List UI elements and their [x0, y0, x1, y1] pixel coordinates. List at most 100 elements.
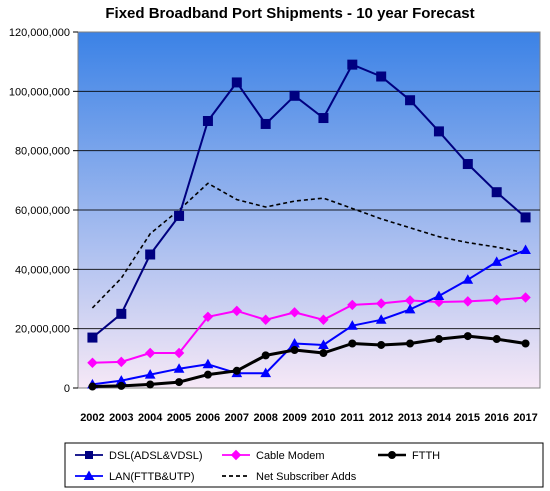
data-point-ftth: [406, 339, 415, 348]
data-point-cable-modem: [116, 356, 127, 368]
data-point-ftth: [261, 351, 270, 360]
data-point-dsl-adsl-vdsl: [202, 116, 213, 126]
series-line-dsl-adsl-vdsl: [91, 63, 527, 339]
x-tick-label: 2002: [80, 412, 104, 424]
data-point-ftth: [175, 378, 184, 387]
x-tick-label: 2004: [138, 412, 163, 424]
data-point-dsl-adsl-vdsl: [376, 71, 387, 82]
data-point-ftth: [146, 380, 155, 389]
data-point-ftth: [232, 366, 241, 375]
data-point-lan-fttb-utp: [491, 256, 503, 266]
data-point-cable-modem: [231, 305, 243, 317]
x-tick-label: 2009: [282, 412, 306, 424]
series-net-subscriber-adds: [91, 182, 526, 309]
data-point-dsl-adsl-vdsl: [491, 187, 502, 198]
y-axis: 0 20,000,000 40,000,000 60,000,000 80,000,00…: [9, 27, 78, 395]
legend-label: DSL(ADSL&VDSL): [109, 450, 203, 462]
data-point-dsl-adsl-vdsl: [174, 210, 185, 221]
data-point-cable-modem: [144, 347, 156, 359]
x-tick-label: 2017: [513, 412, 537, 424]
data-point-ftth: [521, 339, 530, 348]
x-tick-label: 2010: [311, 412, 335, 424]
legend-box: [64, 442, 544, 488]
x-tick-label: 2008: [253, 412, 277, 424]
data-point-lan-fttb-utp: [404, 303, 416, 314]
data-point-ftth: [434, 335, 443, 344]
series-lan-fttb-utp: [87, 244, 531, 389]
series-line-cable-modem: [92, 296, 526, 364]
data-point-ftth: [203, 370, 212, 379]
data-point-cable-modem: [347, 299, 358, 311]
legend-label: Cable Modem: [256, 450, 324, 462]
legend-item-cable-modem: Cable Modem: [222, 449, 324, 462]
series-line-lan-fttb-utp: [92, 249, 526, 386]
data-point-ftth: [348, 339, 357, 348]
series-group: [87, 59, 531, 391]
y-tick-label: 80,000,000: [15, 146, 70, 158]
y-tick-label: 60,000,000: [15, 205, 70, 217]
data-point-cable-modem: [87, 357, 98, 368]
data-point-dsl-adsl-vdsl: [260, 118, 271, 129]
series-line-ftth: [92, 334, 526, 388]
legend-label: FTTH: [412, 450, 440, 462]
data-point-dsl-adsl-vdsl: [520, 212, 531, 223]
data-point-lan-fttb-utp: [260, 367, 272, 378]
series-ftth: [88, 332, 530, 391]
series-dsl-adsl-vdsl: [87, 59, 531, 343]
x-tick-label: 2003: [109, 412, 133, 424]
y-tick-label: 100,000,000: [9, 86, 70, 98]
y-tick-label: 120,000,000: [9, 27, 70, 39]
series-line-net-subscriber-adds: [91, 182, 526, 309]
legend-item-lan-fttb-utp: LAN(FTTB&UTP): [75, 470, 195, 483]
data-point-dsl-adsl-vdsl: [116, 308, 127, 319]
y-tick-label: 40,000,000: [15, 264, 70, 276]
data-point-ftth: [492, 335, 501, 344]
data-point-dsl-adsl-vdsl: [462, 159, 473, 170]
data-point-ftth: [117, 381, 126, 390]
data-point-lan-fttb-utp: [318, 339, 329, 349]
x-tick-label: 2013: [398, 412, 422, 424]
data-point-ftth: [290, 346, 299, 355]
data-point-dsl-adsl-vdsl: [289, 90, 300, 101]
data-point-dsl-adsl-vdsl: [318, 113, 329, 124]
legend-item-dsl-adsl-vdsl: DSL(ADSL&VDSL): [75, 450, 203, 462]
data-point-cable-modem: [260, 314, 271, 325]
data-point-dsl-adsl-vdsl: [231, 77, 242, 88]
x-tick-label: 2015: [456, 412, 480, 424]
data-point-dsl-adsl-vdsl: [145, 249, 156, 260]
data-point-cable-modem: [491, 294, 502, 306]
x-tick-label: 2011: [340, 412, 364, 424]
x-tick-label: 2007: [225, 412, 249, 424]
gridlines: [78, 90, 540, 330]
data-point-lan-fttb-utp: [346, 320, 358, 330]
data-point-dsl-adsl-vdsl: [347, 59, 358, 70]
legend-label: LAN(FTTB&UTP): [109, 471, 195, 483]
chart-title: Fixed Broadband Port Shipments - 10 year…: [105, 5, 474, 22]
data-point-ftth: [319, 348, 328, 357]
data-point-cable-modem: [202, 311, 214, 323]
data-point-lan-fttb-utp: [462, 274, 474, 284]
data-point-cable-modem: [318, 314, 329, 325]
y-tick-label: 20,000,000: [15, 324, 70, 336]
legend-label: Net Subscriber Adds: [256, 471, 357, 483]
data-point-ftth: [463, 332, 472, 341]
x-tick-label: 2016: [484, 412, 508, 424]
data-point-ftth: [88, 382, 97, 391]
data-point-cable-modem: [173, 347, 185, 359]
legend-marker: [388, 451, 396, 459]
data-point-lan-fttb-utp: [173, 363, 185, 373]
legend-marker: [83, 470, 95, 480]
x-tick-label: 2012: [369, 412, 393, 424]
y-tick-label: 0: [64, 383, 70, 395]
data-point-lan-fttb-utp: [144, 369, 156, 379]
x-tick-label: 2005: [167, 412, 191, 424]
x-axis: 2002 2003 2004 2005 2006 2007 2008 2009 2010 2011…: [80, 412, 538, 424]
data-point-lan-fttb-utp: [375, 314, 387, 324]
data-point-dsl-adsl-vdsl: [87, 332, 98, 343]
data-point-cable-modem: [289, 307, 300, 318]
data-point-cable-modem: [520, 292, 531, 303]
data-point-lan-fttb-utp: [433, 290, 445, 301]
legend-marker: [85, 451, 93, 459]
legend-marker: [230, 449, 242, 461]
